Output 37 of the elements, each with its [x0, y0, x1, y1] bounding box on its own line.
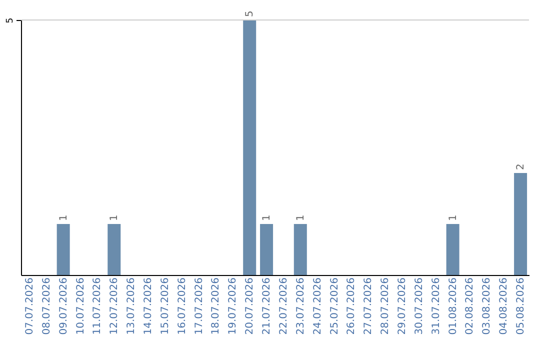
x-tick-label: 02.08.2026 [464, 278, 476, 335]
x-tick-label: 04.08.2026 [498, 278, 510, 335]
data-label: 5 [244, 10, 256, 17]
x-tick-label: 10.07.2026 [75, 278, 86, 335]
x-tick-label: 09.07.2026 [58, 278, 70, 335]
x-tick-label: 07.07.2026 [24, 278, 36, 335]
data-label: 2 [516, 164, 527, 170]
data-label: 1 [295, 214, 306, 221]
data-label: 1 [109, 214, 120, 221]
x-tick-label: 26.07.2026 [346, 278, 358, 335]
x-tick-label: 30.07.2026 [414, 278, 425, 335]
x-tick-label: 12.07.2026 [109, 278, 120, 335]
x-tick-label: 29.07.2026 [397, 278, 408, 335]
x-tick-label: 18.07.2026 [210, 278, 222, 335]
x-tick-label: 23.07.2026 [295, 278, 306, 335]
data-label: 1 [262, 214, 273, 221]
data-label: 1 [58, 214, 70, 221]
x-tick-label: 05.08.2026 [516, 278, 527, 335]
x-tick-label: 15.07.2026 [160, 278, 171, 335]
x-tick-label: 14.07.2026 [143, 278, 154, 335]
x-tick-label: 25.07.2026 [329, 278, 340, 335]
x-tick-label: 17.07.2026 [194, 278, 205, 335]
x-tick-label: 03.08.2026 [482, 278, 493, 335]
x-tick-label: 19.07.2026 [228, 278, 239, 335]
x-tick-label: 21.07.2026 [262, 278, 273, 335]
x-tick-label: 13.07.2026 [126, 278, 138, 335]
x-tick-label: 31.07.2026 [430, 278, 442, 335]
x-tick-label: 08.07.2026 [41, 278, 52, 335]
data-label: 1 [448, 214, 459, 221]
x-tick-label: 24.07.2026 [312, 278, 324, 335]
x-tick-label: 11.07.2026 [92, 278, 104, 335]
x-tick-label: 27.07.2026 [363, 278, 374, 335]
x-tick-label: 16.07.2026 [176, 278, 188, 335]
x-tick-label: 28.07.2026 [380, 278, 392, 335]
x-tick-label: 22.07.2026 [278, 278, 290, 335]
x-tick-label: 01.08.2026 [448, 278, 459, 335]
x-tick-label: 20.07.2026 [244, 278, 256, 335]
